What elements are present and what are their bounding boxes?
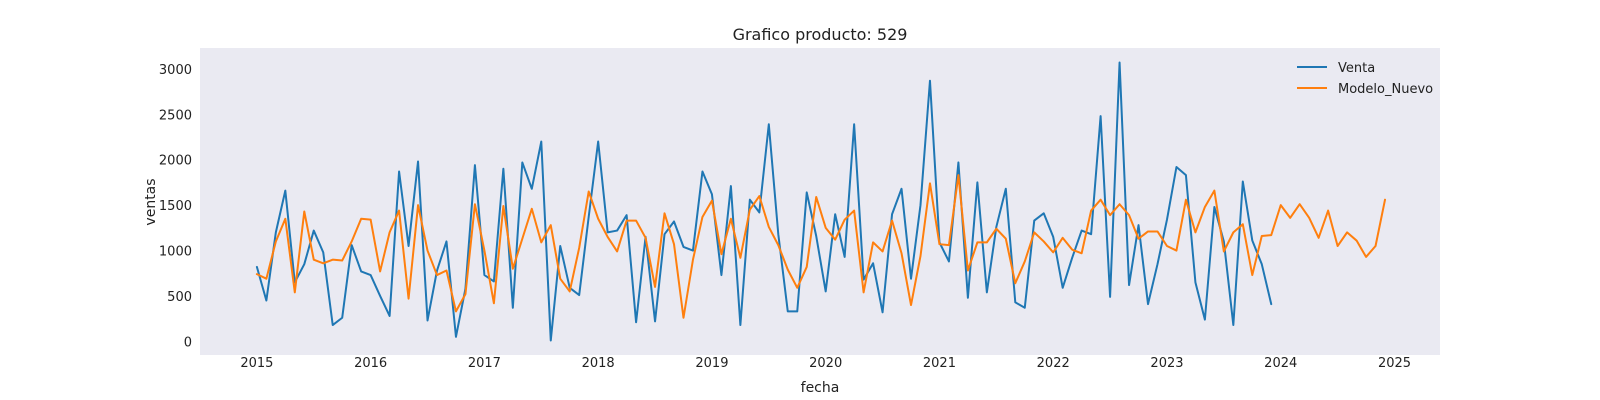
x-tick-label: 2021 [923, 356, 956, 371]
x-tick-label: 2018 [582, 356, 615, 371]
y-tick-label: 500 [167, 290, 192, 305]
series-line-0 [255, 61, 1273, 342]
plot-area [200, 48, 1440, 355]
y-tick-label: 1000 [159, 245, 192, 260]
x-tick-label: 2015 [240, 356, 273, 371]
legend-label-0: Venta [1338, 61, 1375, 76]
y-tick-labels: 0 500 1000 1500 2000 2500 3000 [159, 63, 192, 350]
series-layer [255, 61, 1387, 342]
x-tick-label: 2024 [1264, 356, 1297, 371]
x-tick-label: 2025 [1378, 356, 1411, 371]
chart-title: Grafico producto: 529 [733, 25, 908, 44]
series-line-1 [255, 174, 1387, 319]
x-tick-labels: 2015 2016 2017 2018 2019 2020 2021 2022 2023 2024… [240, 356, 1411, 371]
y-tick-label: 3000 [159, 63, 192, 78]
y-tick-label: 2500 [159, 108, 192, 123]
y-tick-label: 2000 [159, 154, 192, 169]
y-tick-label: 0 [184, 335, 192, 350]
x-tick-label: 2023 [1150, 356, 1183, 371]
x-tick-label: 2017 [468, 356, 501, 371]
legend-label-1: Modelo_Nuevo [1338, 82, 1433, 97]
x-axis-label: fecha [801, 380, 840, 396]
x-tick-label: 2016 [354, 356, 387, 371]
x-tick-label: 2022 [1037, 356, 1070, 371]
x-tick-label: 2019 [695, 356, 728, 371]
x-tick-label: 2020 [809, 356, 842, 371]
y-tick-label: 1500 [159, 199, 192, 214]
legend: Venta Modelo_Nuevo [1297, 61, 1433, 97]
y-axis-label: ventas [143, 178, 159, 225]
